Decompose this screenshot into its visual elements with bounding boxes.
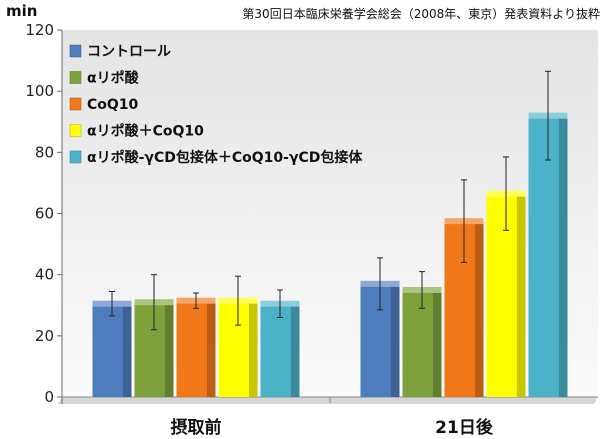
bar-side-shade [390, 283, 400, 397]
legend-label: コントロール [87, 44, 171, 60]
x-category-label: 摂取前 [171, 417, 222, 438]
legend-label: αリポ酸-γCD包接体＋CoQ10-γCD包接体 [87, 149, 363, 166]
y-tick-label: 60 [35, 205, 54, 223]
bar-group [260, 289, 300, 397]
legend-swatch [69, 71, 82, 84]
bar-side-shade [558, 115, 568, 397]
x-category-label: 21日後 [435, 417, 494, 438]
bar-side-shade [290, 303, 300, 397]
bar-group [218, 275, 258, 397]
legend-item: αリポ酸 [69, 70, 140, 87]
y-tick-label: 100 [25, 82, 54, 100]
bar-side-shade [248, 300, 258, 397]
bar-side-shade [474, 221, 484, 397]
bar-group [176, 292, 216, 397]
source-note: 第30回日本臨床栄養学会総会（2008年、東京）発表資料より抜粋 [242, 6, 600, 21]
legend: コントロール αリポ酸 CoQ10 αリポ酸＋CoQ10 αリポ酸-γCD包接体＋CoQ… [69, 44, 363, 166]
plot-floor [58, 397, 598, 404]
bar-group [402, 271, 442, 397]
legend-swatch [69, 97, 82, 111]
bar-group [134, 274, 174, 397]
bar-group [486, 156, 526, 397]
bar-group [528, 70, 568, 397]
y-axis-unit: min [6, 2, 37, 20]
bar-group [360, 257, 400, 397]
legend-swatch [69, 44, 82, 58]
y-tick-label: 40 [35, 266, 54, 284]
legend-swatch [69, 150, 82, 164]
legend-swatch [69, 124, 82, 137]
y-tick-label: 120 [25, 21, 54, 39]
bar-side-shade [164, 302, 174, 397]
y-tick-label: 0 [44, 388, 54, 406]
legend-item: コントロール [69, 44, 171, 60]
y-tick-label: 20 [35, 327, 54, 345]
legend-item: αリポ酸-γCD包接体＋CoQ10-γCD包接体 [69, 149, 363, 166]
bar-group [444, 179, 484, 397]
plot-area: 0 20 40 60 80 100 120 摂取前 21日後 [25, 21, 598, 438]
bar-side-shade [122, 303, 132, 397]
legend-label: CoQ10 [87, 97, 139, 113]
y-tick-label: 80 [35, 143, 54, 161]
legend-label: αリポ酸 [87, 70, 140, 87]
legend-item: αリポ酸＋CoQ10 [69, 123, 204, 140]
bar-side-shade [206, 300, 216, 397]
bar-side-shade [516, 193, 526, 397]
bar-group [92, 290, 132, 397]
legend-item: CoQ10 [69, 97, 139, 113]
bar-side-shade [432, 289, 442, 397]
legend-label: αリポ酸＋CoQ10 [87, 123, 204, 140]
